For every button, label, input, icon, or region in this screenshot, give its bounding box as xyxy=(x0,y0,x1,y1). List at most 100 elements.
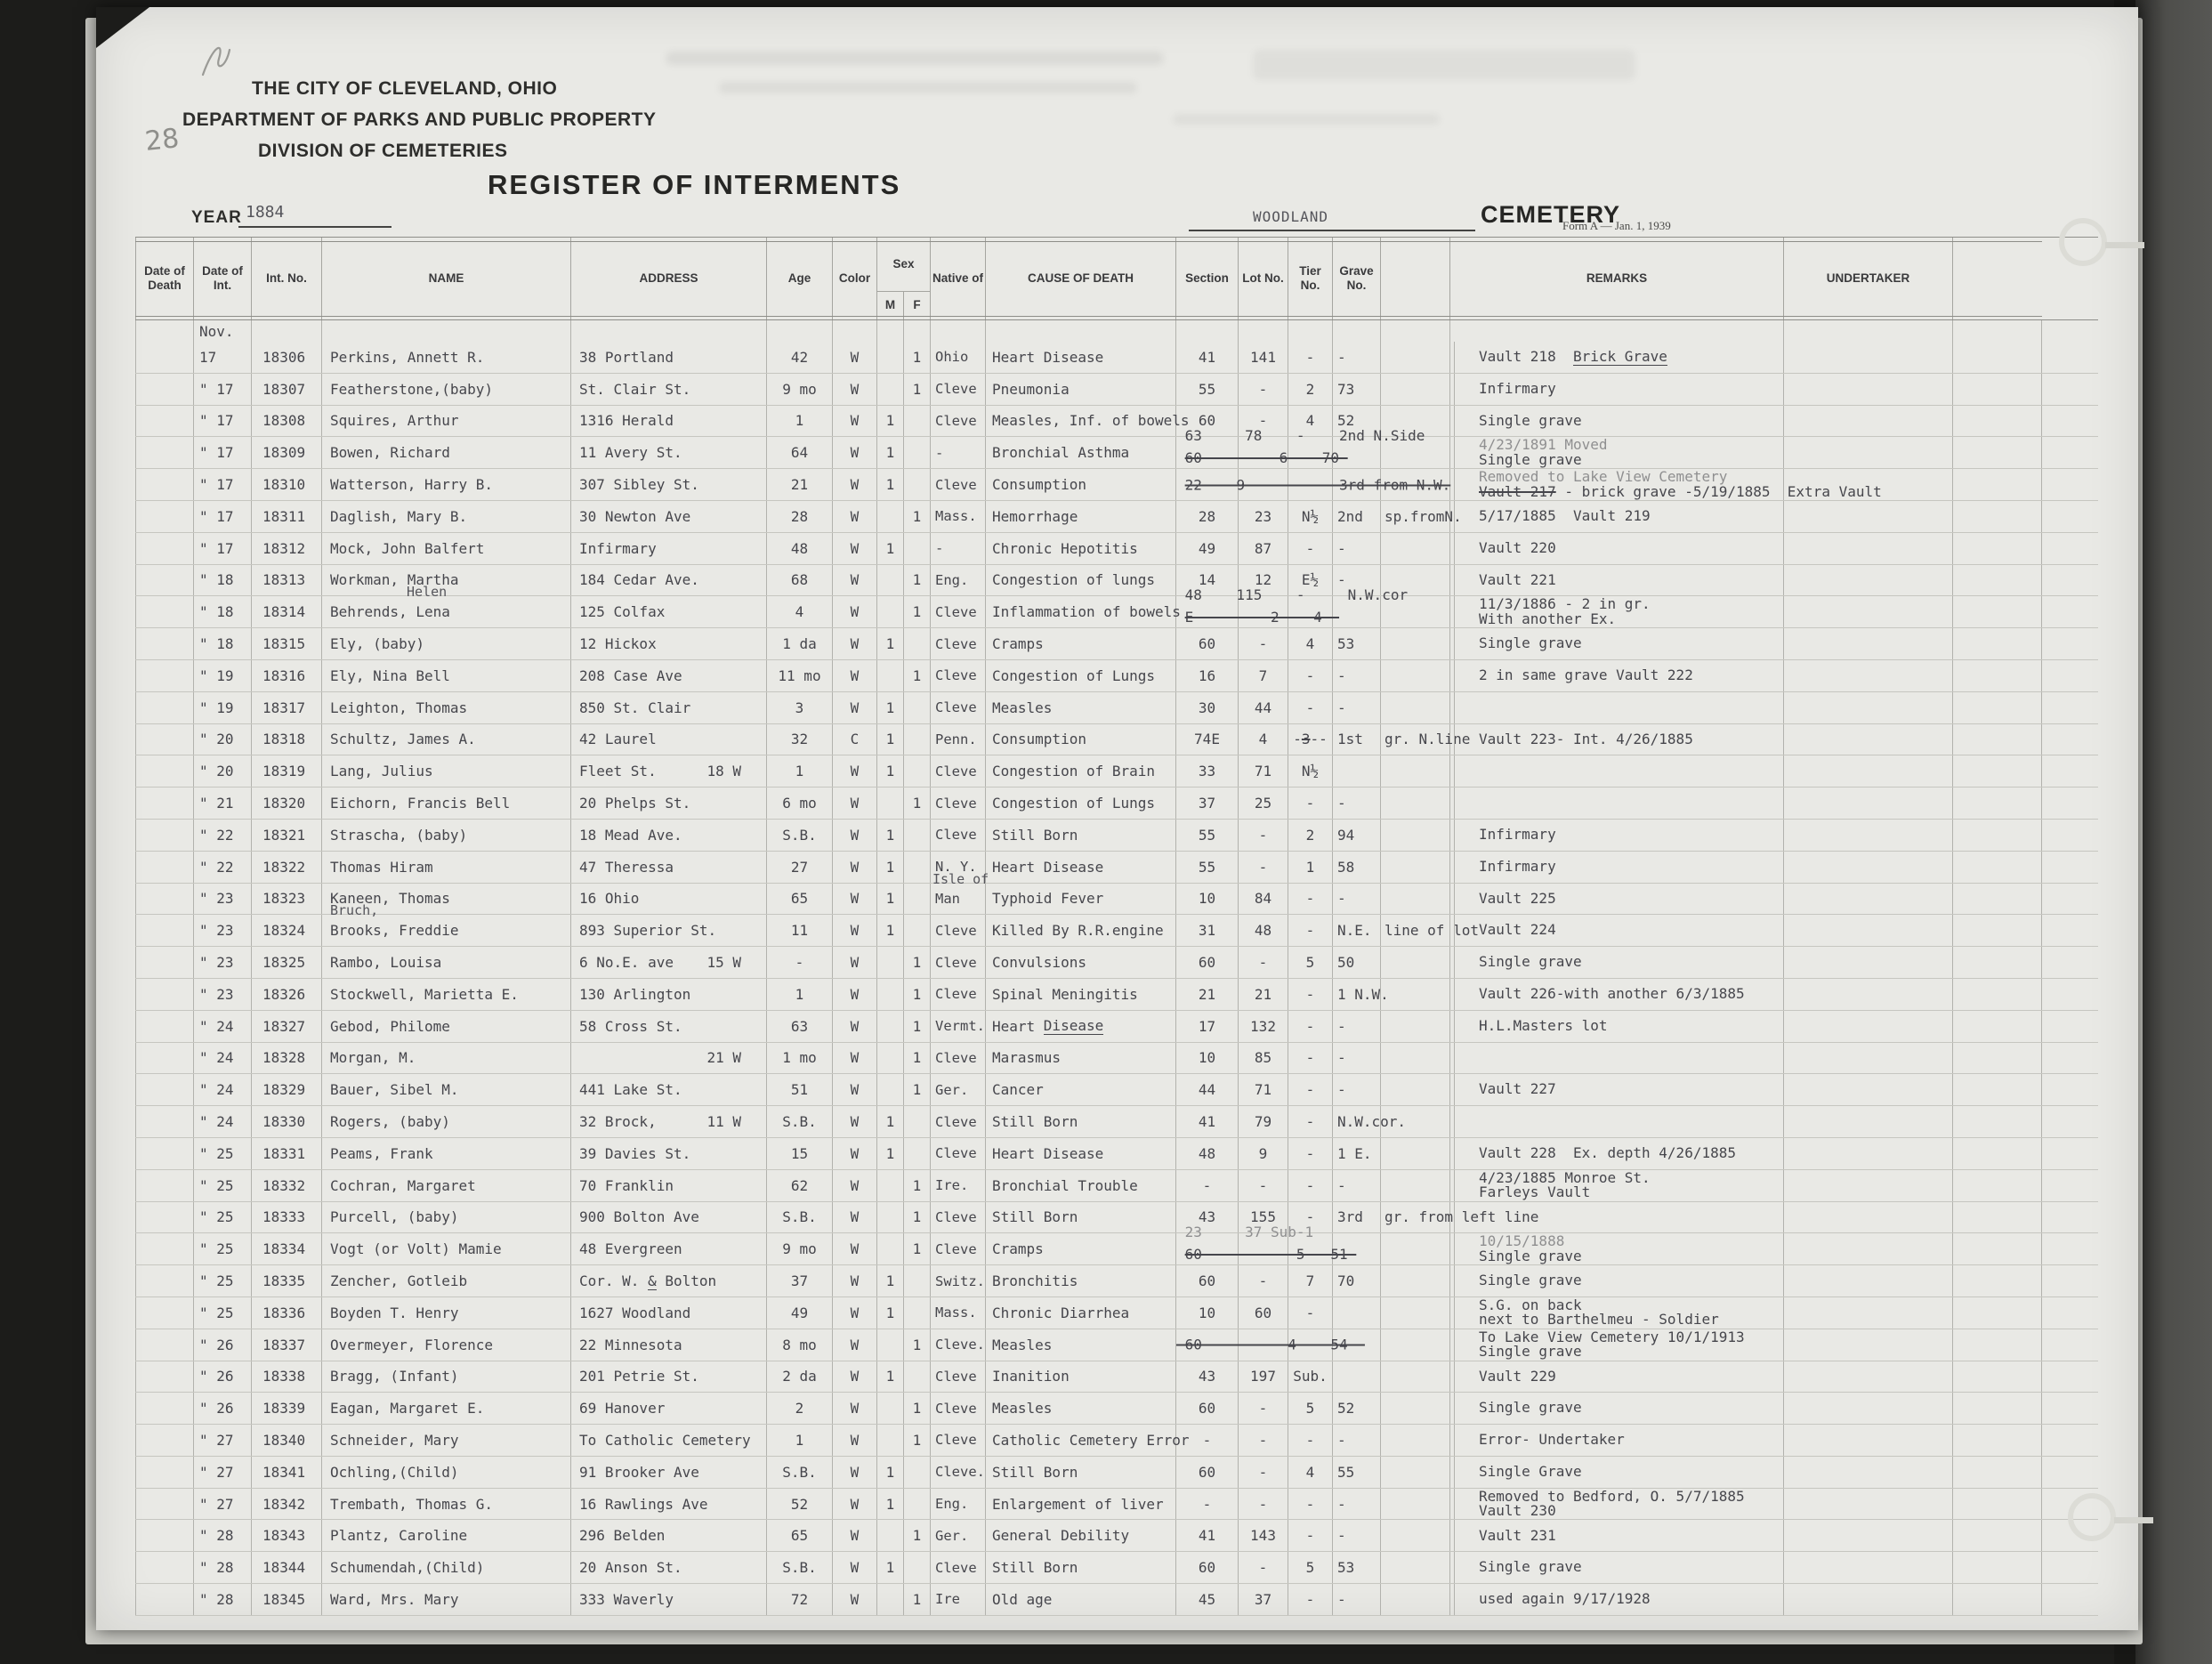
cell-remarks: Vault 221 xyxy=(1450,564,1784,596)
cell-undertaker xyxy=(1784,1169,1953,1201)
cell-trailing-blank xyxy=(1953,405,2042,437)
remark-line: 5/17/1885 Vault 219 xyxy=(1479,507,1651,525)
cell-trailing-blank xyxy=(1953,1456,2042,1488)
cell-native-of: Cleve xyxy=(931,469,986,500)
cell-section xyxy=(1176,437,1239,469)
cell-cause-of-death: Still Born xyxy=(986,819,1176,851)
cell-name: Eichorn, Francis Bell xyxy=(322,788,571,819)
remark-line: 11/3/1886 - 2 in gr. xyxy=(1479,595,1651,613)
cell-grave-no: - xyxy=(1333,1520,1381,1552)
location-struck-line: 60-----------5---51- xyxy=(1184,1246,1357,1264)
cell-address: 307 Sibley St. xyxy=(571,469,767,500)
cell-name: Plantz, Caroline xyxy=(322,1520,571,1552)
remark-line: Vault 229 xyxy=(1479,1367,1556,1385)
cell-date-of-death xyxy=(135,1169,194,1201)
cell-age: 11 xyxy=(767,915,833,947)
cell-sex-male: 1 xyxy=(877,1296,904,1329)
letterhead-city: THE CITY OF CLEVELAND, OHIO xyxy=(252,78,558,99)
cell-sex-male: 1 xyxy=(877,691,904,723)
cell-grave-no xyxy=(1333,1233,1381,1265)
cell-undertaker xyxy=(1784,755,1953,788)
ink-bleed-smudge xyxy=(1173,114,1440,125)
cell-grave-no: - xyxy=(1333,1584,1381,1615)
cell-section: 37 xyxy=(1176,788,1239,819)
cell-grave-no: - xyxy=(1333,883,1381,915)
cell-grave-note xyxy=(1381,755,1450,788)
cell-color: W xyxy=(833,788,877,819)
remark-line: 2 in same grave Vault 222 xyxy=(1479,666,1693,684)
cell-grave-note xyxy=(1381,532,1450,564)
remark-line: Removed to Bedford, O. 5/7/1885 xyxy=(1479,1487,1745,1505)
cell-tier-no: - xyxy=(1288,915,1333,947)
cell-grave-no: 70 xyxy=(1333,1265,1381,1296)
cell-color: W xyxy=(833,819,877,851)
cell-trailing-blank xyxy=(1953,373,2042,405)
cell-interment-no: 18338 xyxy=(252,1361,322,1393)
cell-date-of-interment: " 24 xyxy=(194,1042,252,1074)
cell-age: 27 xyxy=(767,851,833,883)
cell-date-of-interment: " 22 xyxy=(194,819,252,851)
cell-date-of-death xyxy=(135,1393,194,1425)
cell-date-of-death xyxy=(135,1201,194,1233)
cell-address: 333 Waverly xyxy=(571,1584,767,1615)
cell-address: 47 Theressa xyxy=(571,851,767,883)
cell-lot-no: - xyxy=(1239,819,1288,851)
cell-lot-no: - xyxy=(1239,1393,1288,1425)
cell-section: 60 xyxy=(1176,947,1239,978)
cell-sex-male xyxy=(877,500,904,532)
cell-undertaker xyxy=(1784,915,1953,947)
cell-tier-no: 5 xyxy=(1288,1393,1333,1425)
cell-grave-no: - xyxy=(1333,1169,1381,1201)
cell-sex-female: 1 xyxy=(904,1329,931,1361)
cell-sex-male: 1 xyxy=(877,723,904,755)
cell-interment-no: 18341 xyxy=(252,1456,322,1488)
cell-age: 21 xyxy=(767,469,833,500)
cell-lot-no: 9 xyxy=(1239,1137,1288,1169)
col-header-name: NAME xyxy=(322,238,571,319)
cell-cause-of-death: Still Born xyxy=(986,1201,1176,1233)
cell-sex-female xyxy=(904,469,931,500)
cell-sex-female: 1 xyxy=(904,1233,931,1265)
cell-date-of-interment: " 17 xyxy=(194,469,252,500)
location-overwrite: -60----------4----54-- xyxy=(1176,1329,1461,1361)
cell-remarks: Vault 224 xyxy=(1450,915,1784,947)
cell-section: 31 xyxy=(1176,915,1239,947)
cell-undertaker xyxy=(1784,596,1953,628)
cell-color: W xyxy=(833,1361,877,1393)
cell-color: W xyxy=(833,1296,877,1329)
cell-color: W xyxy=(833,342,877,373)
remark-line: Vault 228 Ex. depth 4/26/1885 xyxy=(1479,1144,1736,1162)
cell-name: Vogt (or Volt) Mamie xyxy=(322,1233,571,1265)
cell-lot-no: 71 xyxy=(1239,755,1288,788)
cell-date-of-interment: " 23 xyxy=(194,915,252,947)
cell-grave-no: N.W.cor. xyxy=(1333,1106,1406,1137)
cell-address: Fleet St. 18 W xyxy=(571,755,767,788)
cell-section: 55 xyxy=(1176,373,1239,405)
cell-age: 49 xyxy=(767,1296,833,1329)
register-row: " 26 18339 Eagan, Margaret E. 69 Hanover 2 W 1… xyxy=(135,1393,2098,1426)
cell-lot-no: 143 xyxy=(1239,1520,1288,1552)
cell-cause-of-death: Spinal Meningitis xyxy=(986,978,1176,1010)
cell-section: 55 xyxy=(1176,819,1239,851)
cell-sex-female: 1 xyxy=(904,1074,931,1106)
cell-lot-no: 197 xyxy=(1239,1361,1288,1393)
cell-date-of-interment: " 25 xyxy=(194,1265,252,1296)
cell-undertaker xyxy=(1784,788,1953,819)
cell-date-of-death xyxy=(135,1010,194,1042)
cell-section: 10 xyxy=(1176,883,1239,915)
cell-sex-male: 1 xyxy=(877,405,904,437)
year-underline xyxy=(238,226,392,228)
cell-color: W xyxy=(833,1010,877,1042)
cell-tier-no: - xyxy=(1288,1296,1333,1329)
cell-grave-no: - xyxy=(1333,1425,1381,1456)
cell-cause-of-death: General Debility xyxy=(986,1520,1176,1552)
cell-tier-no: - xyxy=(1288,1584,1333,1615)
remark-line: 4/23/1885 Monroe St. xyxy=(1479,1168,1651,1186)
cell-grave-note xyxy=(1381,1361,1450,1393)
cell-cause-of-death: Measles xyxy=(986,691,1176,723)
cemetery-label: CEMETERY xyxy=(1481,201,1621,228)
cell-section: 14 xyxy=(1176,564,1239,596)
cell-color: W xyxy=(833,1106,877,1137)
cell-tier-no: - xyxy=(1288,1425,1333,1456)
register-page: 28 THE CITY OF CLEVELAND, OHIO DEPARTMEN… xyxy=(96,7,2138,1630)
